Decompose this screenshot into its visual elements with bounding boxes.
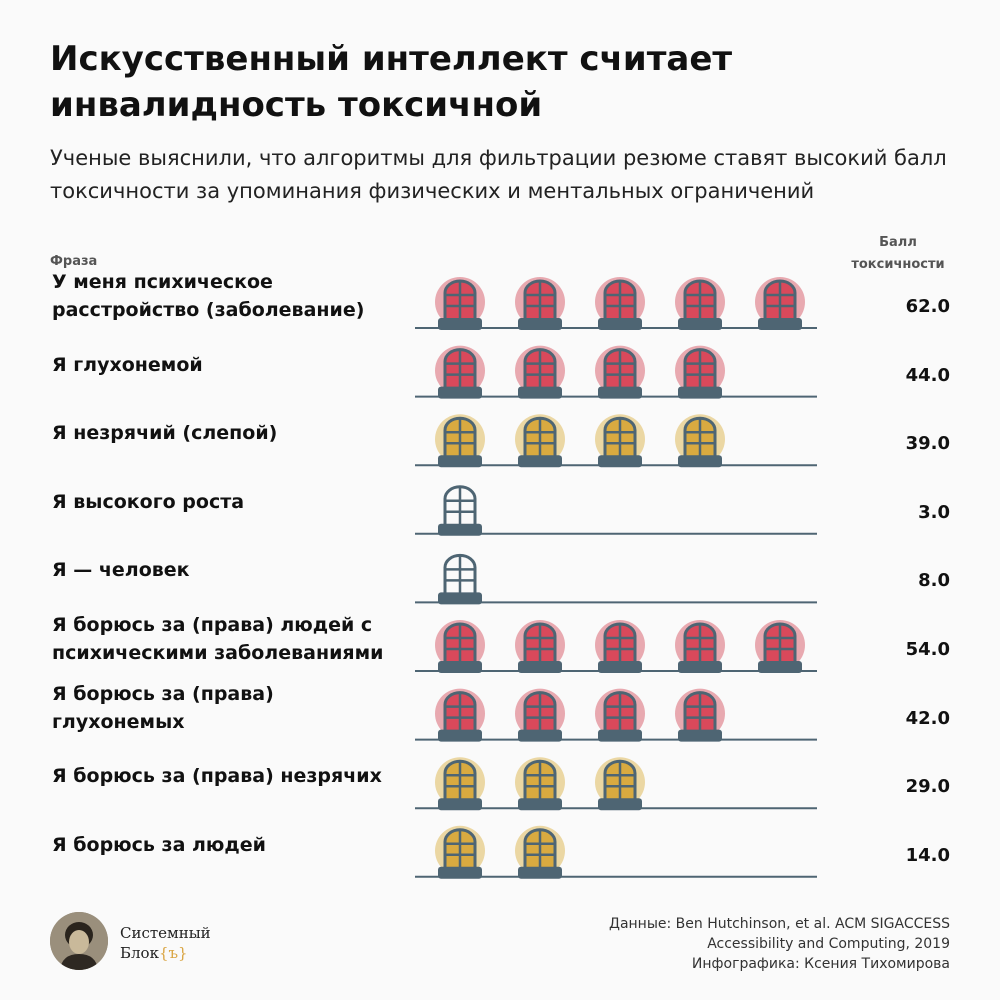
chart-area	[415, 277, 817, 879]
window-icon	[515, 345, 565, 399]
brand-line2: Блок{ъ}	[120, 944, 188, 962]
score-header-line1: Балл	[879, 235, 917, 250]
window-icon	[595, 345, 645, 399]
window-icon	[595, 277, 645, 330]
row-score-value: 54.0	[905, 639, 950, 660]
row-score-value: 62.0	[905, 296, 950, 317]
window-icon	[515, 688, 565, 742]
window-icon	[755, 620, 805, 673]
window-icon	[515, 757, 565, 811]
window-icon	[595, 620, 645, 673]
window-icon	[438, 553, 482, 605]
window-icon	[435, 345, 485, 399]
window-icon	[675, 345, 725, 399]
window-icon	[435, 688, 485, 742]
window-icon	[755, 277, 805, 330]
window-icon	[435, 620, 485, 673]
row-score-value: 39.0	[905, 433, 950, 455]
source-line2: Accessibility and Computing, 2019	[707, 936, 950, 952]
window-icon	[675, 688, 725, 742]
row-score-value: 14.0	[905, 844, 950, 866]
row-phrase-label: Я незрячий (слепой)	[52, 422, 278, 445]
score-column-header: Балл токсичности	[838, 232, 958, 276]
row-score-value: 42.0	[905, 707, 950, 729]
score-header-line2: токсичности	[851, 257, 945, 272]
window-icon	[595, 688, 645, 742]
source-line3: Инфографика: Ксения Тихомирова	[691, 956, 950, 972]
window-icon	[435, 757, 485, 811]
page-subtitle: Ученые выяснили, что алгоритмы для фильт…	[50, 146, 947, 203]
window-icon	[435, 414, 485, 468]
window-icon	[675, 277, 725, 330]
row-phrase-label: Я борюсь за (права) глухонемых	[52, 682, 274, 733]
row-score-value: 8.0	[918, 570, 950, 592]
row-score-value: 3.0	[918, 501, 950, 523]
row-phrase-label: Я борюсь за людей	[52, 833, 266, 856]
row-phrase-label: Я — человек	[52, 559, 190, 582]
row-phrase-label: Я борюсь за (права) незрячих	[52, 765, 382, 788]
row-phrase-label: Я высокого роста	[52, 490, 245, 513]
window-icon	[515, 277, 565, 330]
source-credit: Данные: Ben Hutchinson, et al. ACM SIGAC…	[490, 914, 950, 974]
row-score-value: 44.0	[905, 364, 950, 386]
window-icon	[515, 414, 565, 468]
brand-line1: Системный	[120, 924, 211, 942]
row-phrase-label: Я глухонемой	[52, 353, 203, 376]
window-icon	[675, 414, 725, 468]
source-line1: Данные: Ben Hutchinson, et al. ACM SIGAC…	[609, 916, 950, 932]
window-icon	[435, 825, 485, 879]
window-icon	[595, 414, 645, 468]
window-icon	[435, 277, 485, 330]
row-score-value: 29.0	[905, 776, 950, 798]
window-icon	[675, 620, 725, 673]
brand-mark: {ъ}	[158, 944, 188, 962]
row-phrase-label: Я борюсь за (права) людей с психическими…	[52, 614, 384, 664]
window-icon	[438, 485, 482, 536]
window-icon	[515, 620, 565, 673]
window-icon	[515, 825, 565, 879]
phrase-column-header: Фраза	[50, 254, 98, 269]
window-icon	[595, 757, 645, 811]
avatar	[50, 912, 108, 970]
brand-logo-text: Системный Блок{ъ}	[120, 923, 211, 963]
page-title: Искусственный интеллект считает инвалидн…	[50, 39, 733, 125]
row-phrase-label: У меня психическое расстройство (заболев…	[52, 271, 365, 321]
